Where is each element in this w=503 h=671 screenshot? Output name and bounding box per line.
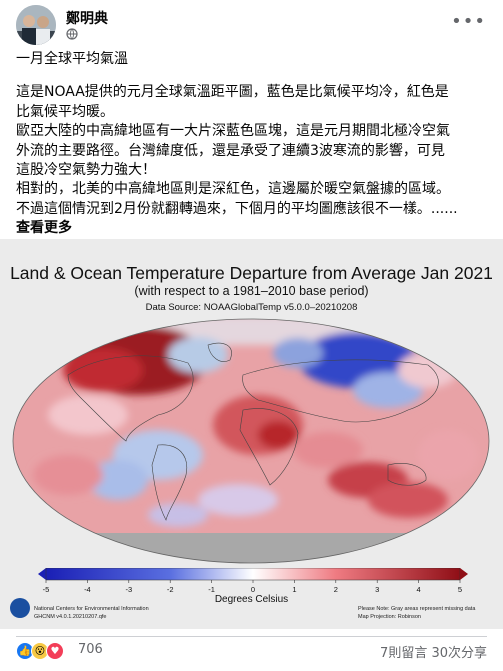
wow-icon: 😮 xyxy=(31,642,49,660)
footnote-right: Please Note: Gray areas represent missin… xyxy=(358,606,476,620)
more-dots-icon[interactable]: ••• xyxy=(451,11,486,32)
post-paragraph: 這股冷空氣勢力強大！ xyxy=(16,162,156,179)
colorbar-tick-label: 2 xyxy=(334,585,338,594)
author-name[interactable]: 鄭明典 xyxy=(66,11,108,27)
see-more-link[interactable]: 查看更多 xyxy=(16,220,72,237)
colorbar-label: Degrees Celsius xyxy=(214,594,289,605)
post-paragraph: 不過這個情況到2月份就翻轉過來，下個月的平均圖應該很不一樣。...... xyxy=(16,200,458,217)
like-icon: 👍 xyxy=(16,642,34,660)
post-title-line: 一月全球平均氣溫 xyxy=(16,51,128,67)
temperature-anomaly-map xyxy=(12,318,490,564)
figure-subtitle: (with respect to a 1981–2010 base period… xyxy=(134,284,369,298)
divider xyxy=(16,636,487,637)
colorbar-tick-label: -5 xyxy=(43,585,50,594)
post-paragraph: 比氣候平均暖。 xyxy=(16,103,114,120)
colorbar-tick-label: 1 xyxy=(292,585,296,594)
post-meta xyxy=(66,28,78,43)
colorbar-tick-label: 3 xyxy=(375,585,379,594)
love-icon: ♥ xyxy=(46,642,64,660)
avatar[interactable] xyxy=(16,5,56,45)
post-paragraph: 外流的主要路徑。台灣緯度低，還是承受了連續3波寒流的影響，可見 xyxy=(16,142,445,159)
colorbar-tick-label: -1 xyxy=(208,585,215,594)
colorbar-tick-label: 0 xyxy=(251,585,255,594)
colorbar-tick-label: -2 xyxy=(167,585,174,594)
post-header: 鄭明典 ••• xyxy=(16,5,496,45)
post-paragraph: 歐亞大陸的中高緯地區有一大片深藍色區塊，這是元月期間北極冷空氣 xyxy=(16,123,450,140)
colorbar: -5 -4 -3 -2 -1 0 1 2 3 4 5 xyxy=(38,568,468,594)
post-body: 一月全球平均氣溫 這是NOAA提供的元月全球氣溫距平圖，藍色是比氣候平均冷，紅色… xyxy=(16,50,490,239)
reactions[interactable]: 👍 😮 ♥ xyxy=(16,642,68,660)
globe-icon xyxy=(66,28,78,43)
comments-shares-count[interactable]: 7則留言 30次分享 xyxy=(380,646,487,661)
post-paragraph: 這是NOAA提供的元月全球氣溫距平圖，藍色是比氣候平均冷，紅色是 xyxy=(16,84,449,101)
figure-source: Data Source: NOAAGlobalTemp v5.0.0–20210… xyxy=(145,302,358,313)
reaction-count[interactable]: 706 xyxy=(78,642,103,657)
footnote-left: National Centers for Environmental Infor… xyxy=(34,606,149,620)
colorbar-tick-label: -3 xyxy=(125,585,132,594)
colorbar-tick-label: -4 xyxy=(84,585,91,594)
colorbar-tick-label: 4 xyxy=(417,585,421,594)
post-paragraph: 相對的，北美的中高緯地區則是深紅色，這邊屬於暖空氣盤據的區域。 xyxy=(16,181,450,198)
colorbar-tick-label: 5 xyxy=(458,585,462,594)
noaa-logo-icon xyxy=(10,598,30,618)
post-image[interactable]: Land & Ocean Temperature Departure from … xyxy=(0,239,503,629)
figure-title: Land & Ocean Temperature Departure from … xyxy=(10,263,493,283)
post-footer: 👍 😮 ♥ 706 7則留言 30次分享 xyxy=(16,640,487,662)
